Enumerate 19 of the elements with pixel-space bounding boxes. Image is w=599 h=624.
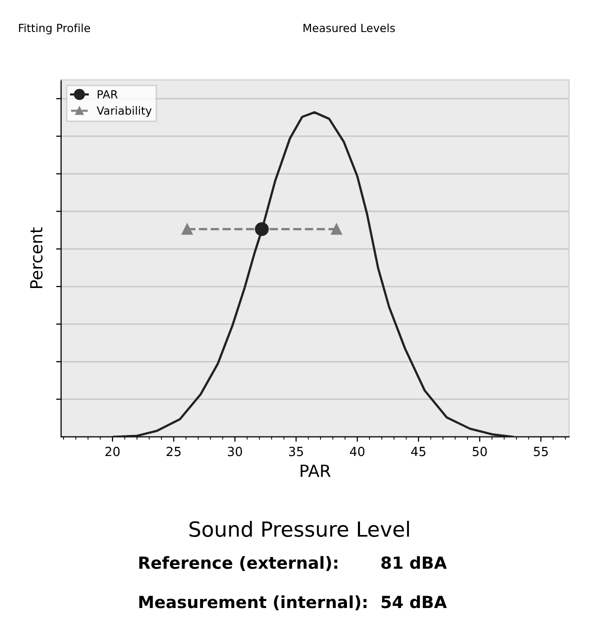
text: Fitting Profile — [19, 24, 90, 34]
text: 54 dBA — [382, 595, 447, 608]
x-tick-label: 50 — [472, 446, 487, 456]
x-tick-label: 35 — [289, 446, 303, 456]
legend-label: Variability — [96, 106, 152, 117]
x-tick-label: 40 — [350, 446, 364, 456]
x-tick-label: 25 — [166, 446, 181, 456]
legend-label: PAR — [98, 90, 118, 98]
x-tick-label: 55 — [534, 446, 548, 456]
x-tick-label: 45 — [411, 446, 426, 456]
x-axis-title: PAR — [300, 464, 331, 477]
text: Sound Pressure Level — [189, 520, 409, 537]
x-tick-label: 20 — [105, 446, 120, 456]
text: Measurement (internal): — [139, 595, 366, 610]
y-axis-title: Percent — [30, 227, 43, 288]
text: Reference (external): — [139, 556, 338, 571]
text: Measured Levels — [304, 24, 395, 32]
text: 81 dBA — [381, 556, 447, 569]
x-tick-label: 30 — [228, 446, 242, 456]
